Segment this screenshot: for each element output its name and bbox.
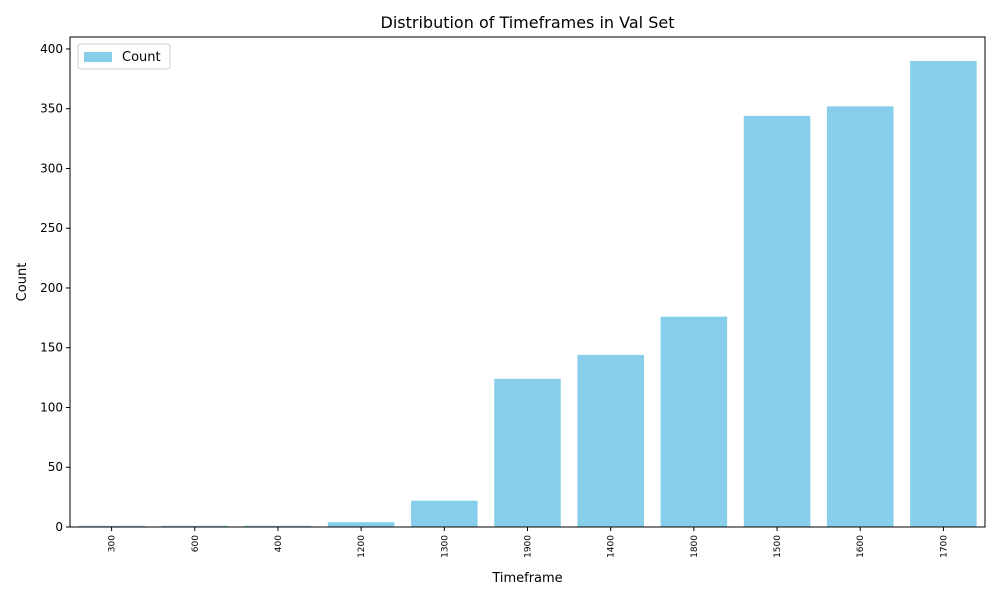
legend-swatch — [84, 52, 112, 62]
legend: Count — [77, 43, 171, 70]
y-tick-label: 300 — [40, 161, 63, 175]
chart-title: Distribution of Timeframes in Val Set — [381, 13, 675, 32]
y-tick-label: 150 — [40, 341, 63, 355]
x-tick-label: 400 — [274, 535, 284, 552]
x-tick-label: 600 — [191, 535, 201, 552]
y-tick-label: 0 — [55, 520, 63, 534]
x-tick-label: 1600 — [856, 535, 866, 558]
x-tick-label: 1800 — [690, 535, 700, 558]
y-tick-label: 350 — [40, 102, 63, 116]
x-tick-label: 1300 — [440, 535, 450, 558]
bar-400 — [244, 525, 312, 527]
bar-1600 — [826, 106, 894, 527]
y-tick-label: 50 — [48, 460, 63, 474]
bar-1500 — [743, 115, 811, 527]
bar-1800 — [660, 316, 728, 527]
x-axis-label: Timeframe — [491, 571, 562, 586]
bar-1900 — [494, 378, 561, 527]
x-tick-label: 1900 — [524, 535, 534, 558]
x-tick-label: 1500 — [773, 535, 783, 558]
bar-600 — [161, 525, 229, 527]
y-tick-label: 100 — [40, 400, 63, 414]
x-tick-label: 1700 — [939, 535, 949, 558]
y-tick-label: 400 — [40, 42, 63, 56]
x-tick-label: 1200 — [357, 535, 367, 558]
bar-1700 — [910, 60, 977, 528]
x-tick-label: 1400 — [607, 535, 617, 558]
bar-1300 — [411, 500, 478, 527]
axes-layer: 0 50 100 150 200 250 300 350 400 300 600 400 1200 130… — [40, 36, 986, 558]
bars-layer — [78, 60, 977, 528]
y-tick-label: 250 — [40, 221, 63, 235]
y-tick-label: 200 — [40, 281, 63, 295]
legend-label: Count — [122, 50, 161, 65]
bar-1400 — [577, 354, 644, 527]
y-axis-label: Count — [15, 263, 30, 302]
bar-1200 — [327, 522, 395, 527]
bar-300 — [78, 525, 145, 527]
x-tick-label: 300 — [108, 535, 118, 552]
legend-box — [77, 43, 171, 70]
